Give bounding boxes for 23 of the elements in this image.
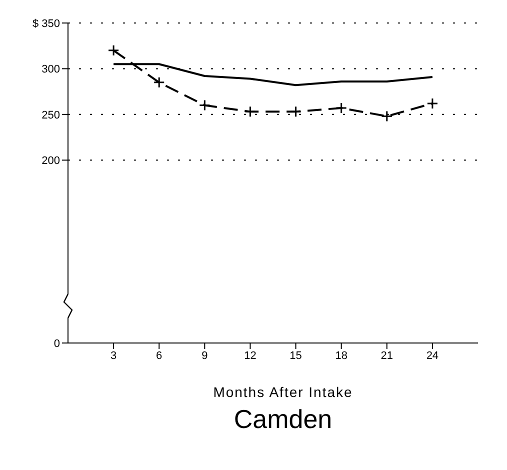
x-tick-label: 15 [290, 350, 302, 362]
x-tick-label: 24 [426, 350, 439, 362]
text: Camden [232, 404, 334, 435]
point [244, 106, 256, 118]
y-tick-label: 0 [54, 338, 60, 350]
point [381, 110, 393, 122]
x-tick-label: 9 [202, 350, 208, 362]
x-tick-label: 18 [335, 350, 348, 362]
point [290, 106, 302, 118]
x-tick-label: 21 [380, 350, 394, 362]
point [426, 98, 438, 110]
x-axis-title: Months After Intake [212, 384, 354, 400]
y-tick-label: 250 [42, 109, 60, 122]
y-tick-label: $ 350 [32, 18, 60, 30]
x-tick-label: 3 [110, 350, 117, 362]
y-tick-label: 200 [42, 155, 60, 168]
point [108, 44, 120, 56]
x-tick-label: 12 [244, 350, 256, 362]
point [198, 100, 210, 112]
point [336, 102, 348, 114]
point [153, 76, 165, 88]
x-tick-label: 6 [156, 350, 162, 362]
y-tick-label: 300 [42, 64, 60, 76]
